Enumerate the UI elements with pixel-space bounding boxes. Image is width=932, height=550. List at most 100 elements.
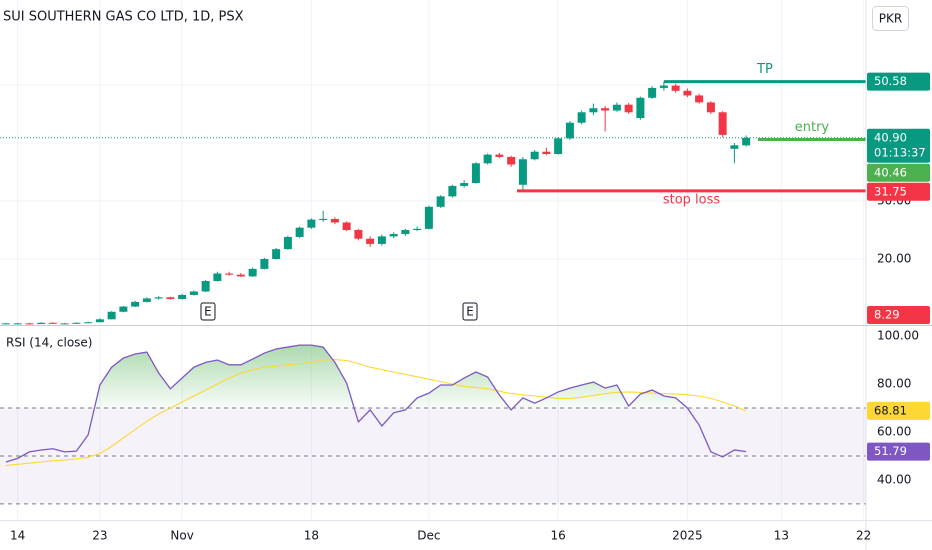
candle-body (283, 236, 292, 250)
candle-body (683, 90, 692, 96)
x-tick-label: 14 (10, 529, 25, 543)
candle-body (401, 230, 410, 235)
axis-tag (867, 163, 930, 182)
candle-body (460, 183, 469, 186)
candle-body (178, 294, 187, 300)
candle-body (342, 222, 351, 231)
candle-body (718, 112, 727, 135)
candle-body (201, 281, 210, 292)
axes: 1423Nov18Dec162025132220.0030.0040.0050.… (10, 78, 919, 543)
candle-body (413, 228, 422, 231)
price-grid (0, 0, 866, 325)
candle-body (507, 156, 516, 165)
candle-body (119, 306, 128, 312)
axis-tag-text: 01:13:37 (874, 145, 926, 159)
event-marker (462, 302, 478, 321)
candle-body (366, 238, 375, 244)
candle-body (236, 274, 245, 277)
candle-body (142, 298, 151, 302)
candle-body (612, 104, 621, 111)
x-tick-label: Dec (417, 529, 440, 543)
rsi-tick-label: 60.00 (877, 424, 911, 438)
candle-body (589, 108, 598, 113)
candle-body (636, 97, 645, 119)
candle-body (530, 151, 539, 160)
candle-body (330, 218, 339, 223)
rsi-tick-label: 40.00 (877, 472, 911, 486)
candle-body (471, 163, 480, 184)
candle-body (13, 323, 22, 325)
x-tick-label: 23 (92, 529, 107, 543)
axis-tag-text: 8.29 (874, 308, 900, 322)
axis-tag-text: 40.46 (874, 165, 907, 179)
candle-body (154, 297, 163, 299)
candle-body (424, 206, 433, 229)
candle-body (37, 322, 46, 324)
rsi-tick-label: 100.00 (877, 329, 919, 343)
axis-tag (867, 72, 930, 91)
rsi-ma-line (5, 358, 747, 467)
candle-body (648, 87, 657, 98)
candle-body (272, 249, 281, 260)
candle-body (189, 291, 198, 295)
candle-body (107, 311, 116, 320)
candle-body (60, 323, 69, 325)
axis-tag-text: 50.58 (874, 74, 907, 88)
candle-body (706, 102, 715, 113)
currency-label: PKR (879, 12, 902, 26)
x-tick-label: 16 (551, 529, 566, 543)
candle-body (131, 301, 140, 307)
x-tick-label: Nov (170, 529, 193, 543)
candle-body (554, 138, 563, 155)
drawing-label: stop loss (663, 192, 721, 207)
x-tick-label: 18 (304, 529, 319, 543)
axis-tag-text: 68.81 (874, 403, 907, 417)
candle-body (730, 145, 739, 149)
axis-tag-text: 31.75 (874, 184, 907, 198)
candle-body (354, 230, 363, 239)
axis-tag (867, 442, 930, 461)
candle-body (518, 159, 527, 185)
candle-body (436, 196, 445, 207)
candle-body (1, 323, 10, 325)
candle-body (319, 218, 328, 220)
axis-tag (867, 182, 930, 201)
x-tick-label: 22 (856, 529, 871, 543)
price-pane: TP entry stop loss E E (0, 62, 866, 325)
event-label: E (466, 305, 474, 319)
candle-body (72, 322, 81, 324)
candle-body (377, 236, 386, 244)
axis-tag-text: 51.79 (874, 444, 907, 458)
rsi-tick-label: 80.00 (877, 377, 911, 391)
candle-body (25, 323, 34, 325)
drawing-label: TP (756, 62, 773, 77)
rsi-pane (5, 344, 747, 467)
axis-tag (867, 306, 930, 324)
axis-tag-text: 40.90 (874, 130, 907, 144)
y-tick-label: 20.00 (877, 252, 911, 266)
event-marker (200, 302, 216, 321)
candle-body (483, 154, 492, 164)
candle-body (295, 227, 304, 237)
candle-body (565, 122, 574, 139)
x-tick-label: 13 (774, 529, 789, 543)
rsi-overbought-fill (94, 345, 688, 408)
candle-body (213, 273, 222, 282)
candle-body (577, 112, 586, 123)
candle-body (84, 322, 93, 324)
candle-body (495, 154, 504, 157)
currency-button[interactable] (872, 6, 909, 31)
x-tick-label: 2025 (672, 529, 703, 543)
rsi-line (5, 344, 747, 463)
candle-body (542, 151, 551, 155)
candle-body (248, 268, 257, 277)
drawing-label: entry (795, 120, 830, 135)
candle-body (260, 259, 269, 269)
candle-body (166, 297, 175, 300)
axis-tag (867, 401, 930, 420)
event-label: E (204, 305, 212, 319)
candle-body (95, 319, 104, 323)
candle-body (695, 95, 704, 103)
